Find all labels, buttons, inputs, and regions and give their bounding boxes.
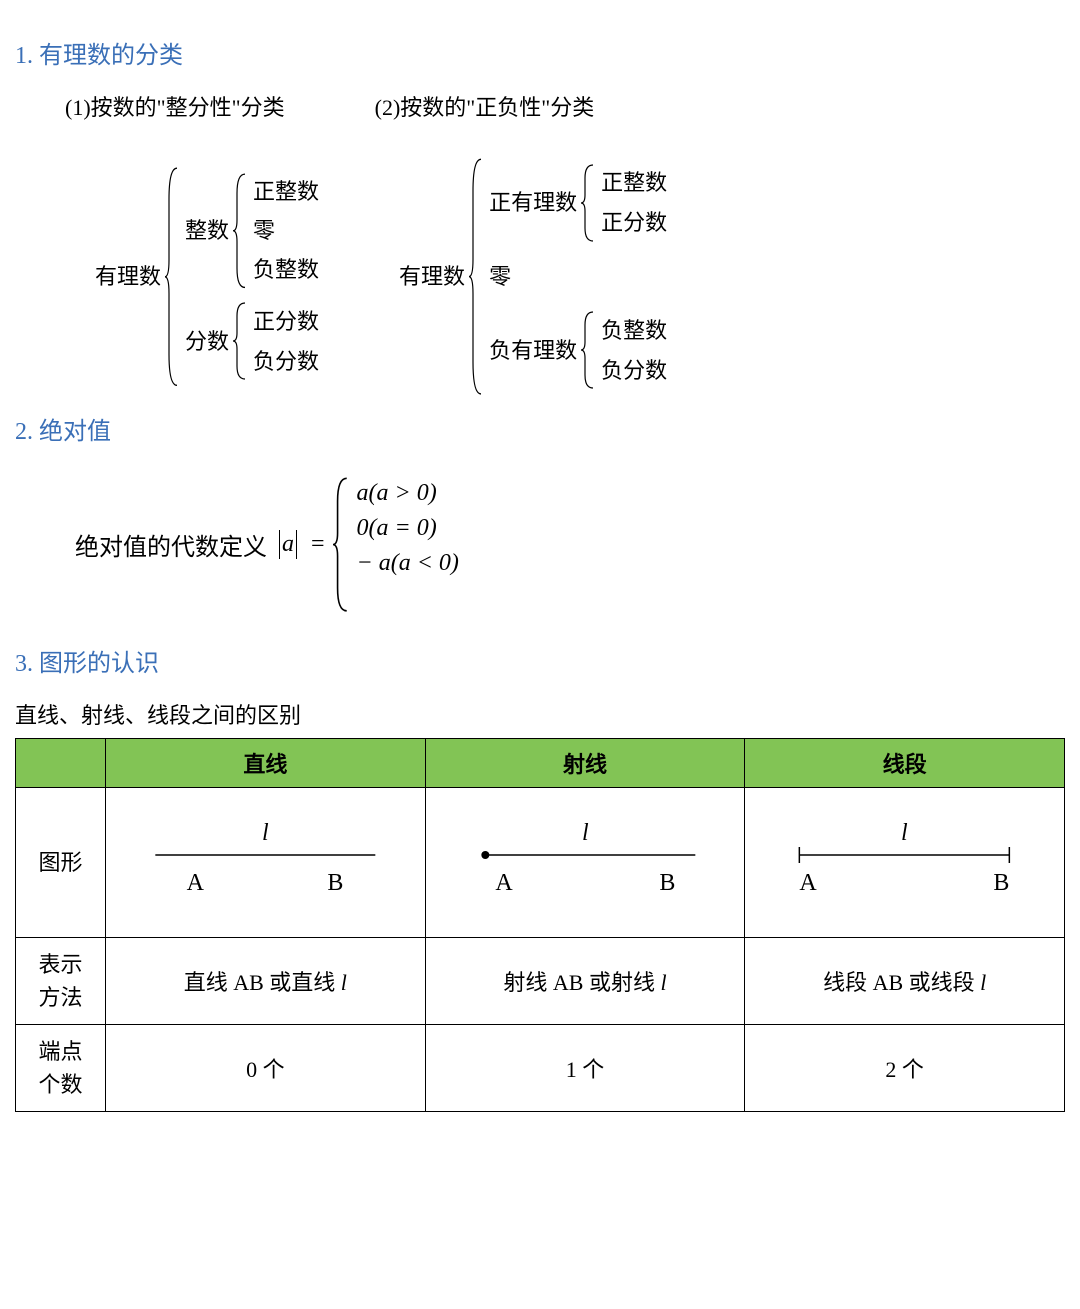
section2-title: 2. 绝对值 [15,411,1065,446]
brace-icon [233,172,247,290]
th-blank [16,739,106,788]
abs-var: a [279,530,297,559]
table-header-row: 直线 射线 线段 [16,739,1065,788]
case-line: 0(a = 0) [357,515,459,542]
section1-title: 1. 有理数的分类 [15,35,1065,70]
table-row-figure: 图形 l A B l A B l A [16,788,1065,938]
leaf: 负整数 [601,313,667,348]
tree2-root: 有理数 [399,259,469,294]
th-line: 直线 [106,739,426,788]
leaf: 正整数 [601,165,667,200]
table-row-ends: 端点个数 0 个 1 个 2 个 [16,1025,1065,1112]
abs-label: 绝对值的代数定义 [75,527,267,562]
cell: 线段 AB 或线段 l [745,938,1065,1025]
tree-integer-fraction: 有理数 整数 正整数 零 负整数 [95,157,319,396]
line-label-l: l [582,820,589,846]
point-a: A [800,870,818,896]
case-line: a(a > 0) [357,480,459,507]
point-a: A [187,870,205,896]
figure-segment: l A B [745,788,1065,938]
row-head-ends: 端点个数 [16,1025,106,1112]
row-head-figure: 图形 [16,788,106,938]
lines-comparison-table: 直线 射线 线段 图形 l A B l A B [15,738,1065,1112]
brace-icon [581,310,595,390]
tree2-b2-label: 负有理数 [489,333,581,368]
brace-icon [165,166,179,388]
cell: 射线 AB 或射线 l [425,938,745,1025]
point-b: B [327,870,343,896]
cell: 直线 AB 或直线 l [106,938,426,1025]
brace-icon [333,476,349,613]
cell: 1 个 [425,1025,745,1112]
table-caption: 直线、射线、线段之间的区别 [15,698,1065,730]
cell: 0 个 [106,1025,426,1112]
tree2-b1-label: 正有理数 [489,185,581,220]
leaf: 负分数 [253,344,319,379]
leaf: 负分数 [601,353,667,388]
tree-sign: 有理数 正有理数 正整数 正分数 [399,157,667,396]
th-segment: 线段 [745,739,1065,788]
col2-title: (2)按数的"正负性"分类 [375,90,595,122]
th-ray: 射线 [425,739,745,788]
figure-line: l A B [106,788,426,938]
col1-title: (1)按数的"整分性"分类 [65,90,285,122]
tree1-b1-label: 整数 [185,213,233,248]
tree2-mid: 零 [489,259,667,294]
repr-line: 直线 AB 或直线 l [184,970,347,995]
abs-definition: 绝对值的代数定义 a = a(a > 0) 0(a = 0) − a(a < 0… [75,476,1065,613]
cell: 2 个 [745,1025,1065,1112]
equals-sign: = [311,531,325,558]
brace-icon [233,301,247,381]
point-a: A [495,870,513,896]
line-label-l: l [262,820,269,846]
row-head-repr: 表示方法 [16,938,106,1025]
leaf: 负整数 [253,252,319,287]
point-b: B [659,870,675,896]
leaf: 正分数 [253,304,319,339]
leaf: 正分数 [601,205,667,240]
leaf: 正整数 [253,174,319,209]
brace-icon [581,163,595,243]
tree1-b2-label: 分数 [185,324,233,359]
figure-ray: l A B [425,788,745,938]
table-row-repr: 表示方法 直线 AB 或直线 l 射线 AB 或射线 l 线段 AB 或线段 l [16,938,1065,1025]
classification-col1: (1)按数的"整分性"分类 [65,90,285,137]
repr-ray: 射线 AB 或射线 l [503,970,666,995]
section3-title: 3. 图形的认识 [15,643,1065,678]
classification-col2: (2)按数的"正负性"分类 [375,90,595,137]
trees-row: 有理数 整数 正整数 零 负整数 [95,157,1065,396]
leaf: 零 [253,213,319,248]
point-b: B [994,870,1010,896]
repr-segment: 线段 AB 或线段 l [823,970,986,995]
classification-row: (1)按数的"整分性"分类 (2)按数的"正负性"分类 [65,90,1065,137]
case-line: − a(a < 0) [357,550,459,577]
line-label-l: l [901,820,908,846]
tree1-root: 有理数 [95,259,165,294]
brace-icon [469,157,483,396]
